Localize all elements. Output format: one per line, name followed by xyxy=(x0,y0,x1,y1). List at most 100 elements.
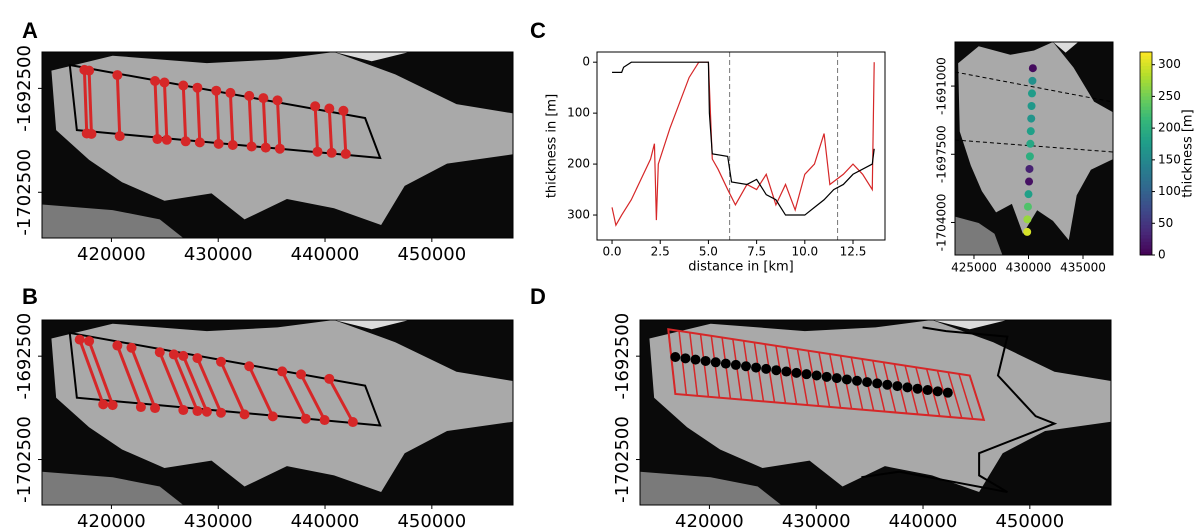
colorbar-step xyxy=(1140,82,1152,87)
thickness-point xyxy=(1025,177,1034,186)
colorbar-step xyxy=(1140,116,1152,121)
colorbar-step xyxy=(1140,65,1152,70)
thickness-point xyxy=(1023,215,1032,224)
flight-track xyxy=(327,108,334,153)
x-tick-label: 7.5 xyxy=(747,245,766,259)
track-point xyxy=(227,140,238,150)
flight-track xyxy=(162,82,169,140)
colorbar-step xyxy=(1140,133,1152,138)
colorbar-step xyxy=(1140,129,1152,134)
center-point xyxy=(680,353,691,364)
colorbar-step xyxy=(1140,99,1152,104)
flight-track xyxy=(158,351,185,411)
colorbar-step xyxy=(1140,231,1152,236)
track-point xyxy=(225,87,236,98)
center-point xyxy=(740,361,751,372)
track-point xyxy=(324,373,335,384)
flight-track xyxy=(276,100,282,149)
x-tick-label: 435000 xyxy=(1060,261,1106,275)
center-point xyxy=(882,379,893,390)
colorbar-step xyxy=(1140,224,1152,229)
center-point xyxy=(831,373,842,384)
colorbar-step xyxy=(1140,112,1152,117)
flight-track xyxy=(181,85,188,142)
track-point xyxy=(194,137,205,148)
center-point xyxy=(791,367,802,378)
ridge xyxy=(932,320,1008,330)
colorbar-tick-label: 0 xyxy=(1158,248,1166,262)
colorbar-step xyxy=(1140,68,1152,73)
flight-track xyxy=(115,75,122,137)
flight-track xyxy=(172,353,199,412)
center-point xyxy=(892,381,903,392)
flight-track xyxy=(87,340,115,406)
center-point xyxy=(942,387,953,398)
center-point xyxy=(872,378,883,389)
glacier xyxy=(51,320,513,493)
flight-track xyxy=(247,365,275,418)
track-point xyxy=(244,361,255,372)
track-point xyxy=(168,349,179,360)
grid-line-red xyxy=(785,347,798,405)
flight-track xyxy=(219,361,246,416)
x-tick-label: 2.5 xyxy=(651,245,670,259)
boundary-line xyxy=(954,139,1114,153)
track-point xyxy=(150,76,161,87)
colorbar-step xyxy=(1140,109,1152,114)
colorbar-step xyxy=(1140,89,1152,94)
y-tick-label: 0 xyxy=(582,55,590,69)
panel-label: C xyxy=(530,18,546,43)
track-point xyxy=(161,134,172,145)
grid-line-red xyxy=(667,329,677,395)
center-point xyxy=(922,385,933,396)
track-point xyxy=(277,366,288,377)
track-point xyxy=(215,407,226,418)
survey-frame xyxy=(68,331,382,427)
grid-line-red xyxy=(753,342,765,402)
x-tick-label: 450000 xyxy=(397,244,466,265)
colorbar-step xyxy=(1140,163,1152,168)
flight-track xyxy=(181,355,209,413)
y-tick-label: -1697500 xyxy=(934,125,948,183)
y-tick-label: -1704000 xyxy=(934,194,948,252)
x-tick-label: 12.5 xyxy=(840,245,867,259)
colorbar-step xyxy=(1140,160,1152,165)
center-point xyxy=(912,383,923,394)
x-tick-label: 420000 xyxy=(675,511,744,532)
track-point xyxy=(178,350,189,361)
flight-track xyxy=(247,95,254,147)
flight-track xyxy=(87,70,93,134)
colorbar-step xyxy=(1140,123,1152,127)
flight-track xyxy=(195,87,202,143)
thickness-point xyxy=(1025,164,1034,173)
colorbar-tick-label: 100 xyxy=(1158,184,1181,198)
thickness-point xyxy=(1028,64,1037,73)
center-point xyxy=(932,386,943,397)
track-point xyxy=(296,369,307,380)
panel-label: A xyxy=(22,18,38,43)
axes-frame xyxy=(954,41,1114,256)
thickness-point xyxy=(1028,76,1037,85)
colorbar-step xyxy=(1140,200,1152,205)
panel-label: D xyxy=(530,284,546,309)
x-tick-label: 420000 xyxy=(77,244,146,265)
track-point xyxy=(215,356,226,367)
flight-track xyxy=(327,378,355,423)
track-point xyxy=(112,340,123,351)
track-point xyxy=(326,147,337,158)
track-point xyxy=(112,70,123,81)
coast xyxy=(42,204,184,238)
colorbar-step xyxy=(1140,197,1152,202)
center-point xyxy=(700,355,711,366)
track-point xyxy=(300,413,311,424)
center-point xyxy=(841,374,852,385)
y-tick-label: -1692500 xyxy=(14,313,35,400)
flight-track xyxy=(115,344,143,408)
track-point xyxy=(347,417,358,428)
center-point xyxy=(771,365,782,376)
y-tick-label: -1702500 xyxy=(14,416,35,503)
track-point xyxy=(246,141,257,152)
colorbar-step xyxy=(1140,153,1152,158)
colorbar-step xyxy=(1140,248,1152,253)
